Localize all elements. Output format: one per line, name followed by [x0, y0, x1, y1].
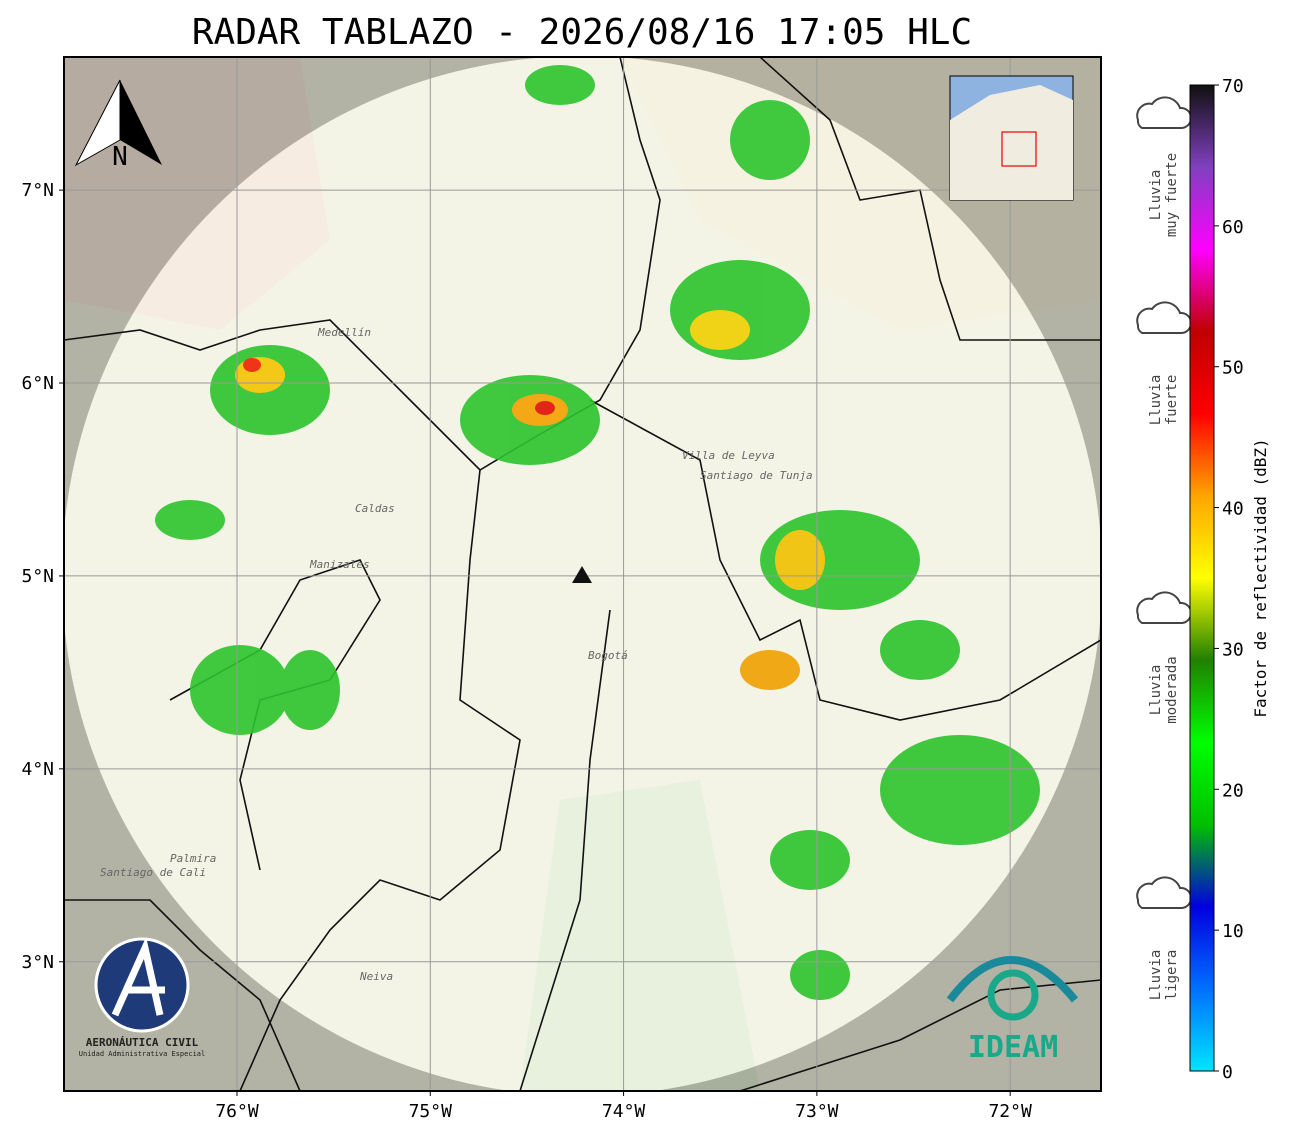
colorbar-tick-label: 20 [1222, 780, 1244, 801]
x-tick-label: 75°W [409, 1101, 453, 1122]
x-tick-label: 73°W [795, 1101, 839, 1122]
colorbar-tick-label: 40 [1222, 499, 1244, 520]
aerocivil-logo: AERONÁUTICA CIVIL Unidad Administrativa … [79, 936, 205, 1058]
ideam-name: IDEAM [968, 1030, 1058, 1065]
place-label: Villa de Leyva [682, 449, 775, 462]
y-tick-label: 3°N [21, 952, 54, 973]
y-tick-label: 5°N [21, 566, 54, 587]
rain-category-line: Lluvia [1148, 950, 1164, 1001]
rain-category-line: ligera [1164, 950, 1180, 1001]
title: RADAR TABLAZO - 2026/08/16 17:05 HLC [192, 12, 972, 53]
north-arrow: N [74, 79, 162, 172]
place-label: Palmira [170, 852, 216, 865]
cloud-icon [1136, 96, 1192, 129]
rain-category-label: Lluviafuerte [1148, 375, 1180, 426]
rain-category-line: Lluvia [1148, 375, 1164, 426]
x-tick-label: 76°W [215, 1101, 259, 1122]
y-tick-label: 7°N [21, 180, 54, 201]
x-tick-label: 72°W [988, 1101, 1032, 1122]
rain-category-line: Lluvia [1148, 665, 1164, 716]
rain-category-label: Lluviamoderada [1148, 656, 1180, 723]
rain-category: Lluviamuy fuerte [1136, 96, 1192, 237]
rain-category-line: Lluvia [1148, 170, 1164, 221]
rain-category-line: fuerte [1164, 375, 1180, 426]
aerocivil-name: AERONÁUTICA CIVIL [86, 1036, 199, 1049]
place-label: Manizales [309, 558, 370, 571]
x-tick-label: 74°W [602, 1101, 646, 1122]
cloud-icon [1136, 876, 1192, 909]
y-tick-label: 6°N [21, 373, 54, 394]
place-label: Santiago de Tunja [700, 469, 813, 482]
colorbar-ticks: 0 10 20 30 40 50 60 70 [1214, 76, 1244, 1083]
place-label: Caldas [355, 502, 395, 515]
place-label: Medellín [317, 326, 371, 339]
ideam-logo: IDEAM [946, 956, 1079, 1065]
rain-legend: Lluviamuy fuerteLluviafuerteLluviamodera… [1136, 96, 1192, 1001]
map-area: Medellín Bogotá Villa de Leyva Santiago … [64, 57, 1101, 1091]
inset-map [949, 75, 1074, 201]
place-label: Bogotá [588, 649, 628, 662]
rain-category: Lluvialigera [1136, 876, 1192, 1001]
north-label: N [112, 142, 128, 172]
rain-category: Lluviafuerte [1136, 301, 1192, 426]
rain-category-label: Lluviamuy fuerte [1148, 153, 1180, 237]
terrain [520, 780, 760, 1091]
place-labels: Medellín Bogotá Villa de Leyva Santiago … [100, 326, 813, 983]
rain-category-label: Lluvialigera [1148, 950, 1180, 1001]
rain-category-line: moderada [1164, 656, 1180, 723]
colorbar-tick-label: 10 [1222, 921, 1244, 942]
map-frame [63, 56, 1102, 1092]
cloud-icon [1136, 591, 1192, 624]
axes: 76°W 75°W 74°W 73°W 72°W 3°N 4°N 5°N 6°N 7°N [21, 180, 1032, 1122]
aerocivil-sub: Unidad Administrativa Especial [79, 1050, 205, 1058]
colorbar-tick-label: 30 [1222, 639, 1244, 660]
colorbar-tick-label: 60 [1222, 217, 1244, 238]
rain-category: Lluviamoderada [1136, 591, 1192, 724]
radar-site [572, 566, 592, 583]
colorbar [1189, 84, 1215, 1072]
borders [64, 57, 1101, 1091]
colorbar-label: Factor de reflectividad (dBZ) [1251, 438, 1270, 717]
place-label: Neiva [359, 970, 393, 983]
radar-echoes [155, 65, 1040, 1000]
colorbar-tick-label: 50 [1222, 358, 1244, 379]
place-label: Santiago de Cali [100, 866, 206, 879]
colorbar-tick-label: 0 [1222, 1062, 1233, 1083]
cloud-icon [1136, 301, 1192, 334]
rain-category-line: muy fuerte [1164, 153, 1180, 237]
colorbar-tick-label: 70 [1222, 76, 1244, 97]
y-tick-label: 4°N [21, 759, 54, 780]
